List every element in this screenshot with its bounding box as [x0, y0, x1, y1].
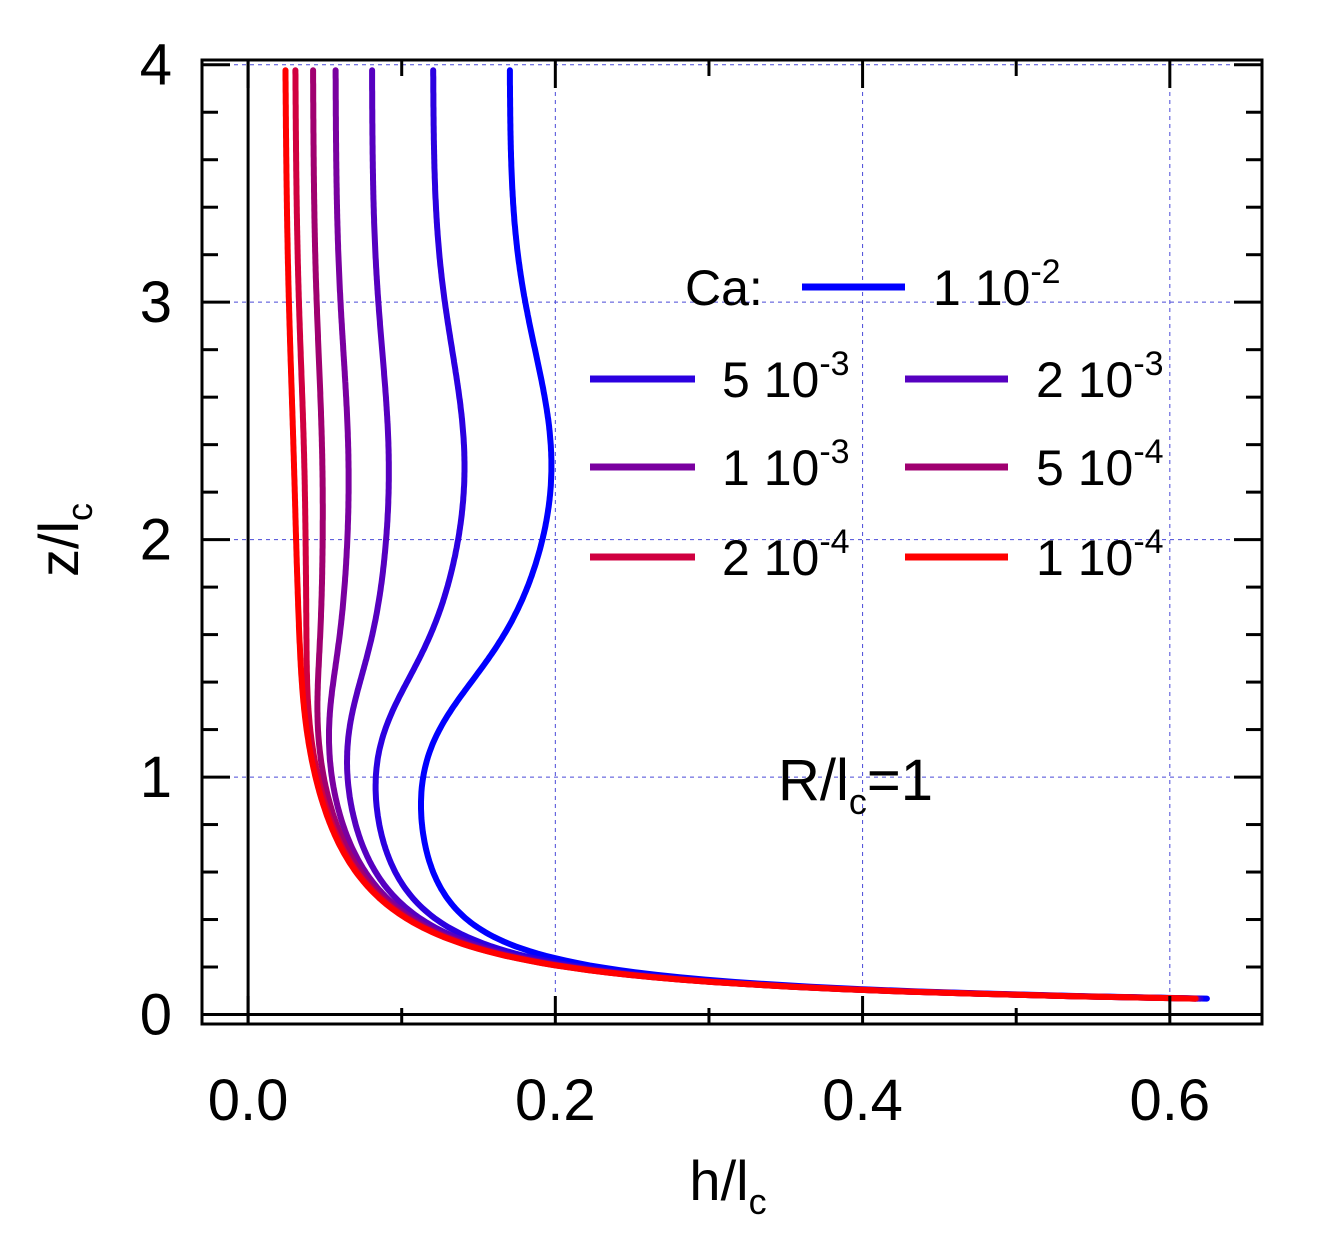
legend-label-1: 5 10-3 [722, 345, 850, 408]
series-line-0 [418, 67, 1210, 1002]
y-tick-label-4: 4 [140, 33, 172, 98]
legend-label-5: 2 10-4 [722, 523, 850, 586]
series-line-3 [326, 67, 1200, 1002]
legend-label-0: 1 10-2 [933, 253, 1061, 316]
series-line-6 [282, 67, 1199, 1002]
series-line-4 [310, 67, 1199, 1002]
y-tick-label-2: 2 [140, 508, 172, 573]
x-tick-label-3: 0.6 [1130, 1068, 1211, 1133]
legend-label-6: 1 10-4 [1036, 523, 1164, 586]
x-axis-title: h/lc [689, 1149, 766, 1222]
legend-title: Ca: [685, 260, 763, 316]
legend-label-2: 2 10-3 [1036, 345, 1164, 408]
y-tick-label-0: 0 [140, 983, 172, 1048]
axes [200, 58, 1264, 1026]
y-tick-label-3: 3 [140, 270, 172, 335]
x-tick-label-0: 0.0 [208, 1068, 289, 1133]
tick-labels: 0.0 0.2 0.4 0.6 0 1 2 3 4 [140, 33, 1210, 1133]
x-tick-label-2: 0.4 [822, 1068, 903, 1133]
legend-label-3: 1 10-3 [722, 433, 850, 496]
legend-label-4: 5 10-4 [1036, 433, 1164, 496]
plot-frame [200, 58, 1264, 1026]
legend: Ca: 1 10-2 5 10-3 2 10-3 1 10-3 5 10-4 2 10-4… [590, 253, 1164, 586]
curves [282, 67, 1210, 1002]
y-tick-label-1: 1 [140, 745, 172, 810]
x-tick-label-1: 0.2 [515, 1068, 596, 1133]
series-line-2 [344, 67, 1201, 1002]
radius-annotation: R/lc=1 [778, 748, 933, 822]
y-axis-title: z/lc [27, 503, 100, 577]
series-line-1 [372, 67, 1204, 1002]
